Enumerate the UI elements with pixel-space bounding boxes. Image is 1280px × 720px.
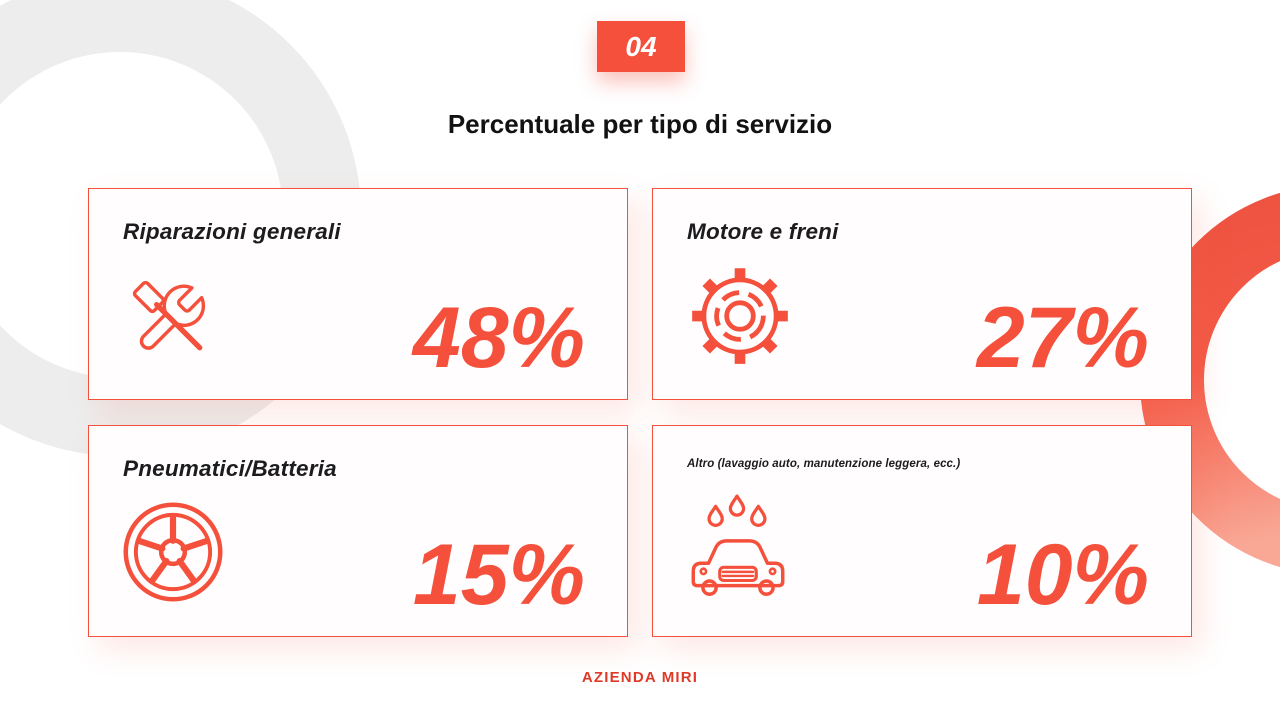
gear-icon xyxy=(689,265,791,367)
slide-number: 04 xyxy=(625,30,657,62)
card-label: Altro (lavaggio auto, manutenzione legge… xyxy=(687,458,961,470)
card-riparazioni-generali: Riparazioni generali 48% xyxy=(88,188,628,400)
card-motore-e-freni: Motore e freni 27% xyxy=(652,188,1192,400)
card-value: 15% xyxy=(412,527,585,623)
car-wash-icon xyxy=(677,492,799,606)
tools-icon xyxy=(125,273,217,365)
cards-grid: Riparazioni generali 48% Motore e freni xyxy=(88,188,1192,637)
card-label: Motore e freni xyxy=(687,219,839,244)
company-name: AZIENDA MIRI xyxy=(581,669,699,686)
card-value: 10% xyxy=(976,527,1149,623)
card-altro: Altro (lavaggio auto, manutenzione legge… xyxy=(652,425,1192,637)
page-title: Percentuale per tipo di servizio xyxy=(447,109,833,139)
card-label: Pneumatici/Batteria xyxy=(123,456,337,481)
card-value: 48% xyxy=(412,290,585,386)
wheel-icon xyxy=(119,498,227,606)
card-value: 27% xyxy=(976,290,1149,386)
slide-number-badge: 04 xyxy=(597,21,685,72)
card-label: Riparazioni generali xyxy=(123,219,341,244)
card-pneumatici-batteria: Pneumatici/Batteria 15% xyxy=(88,425,628,637)
